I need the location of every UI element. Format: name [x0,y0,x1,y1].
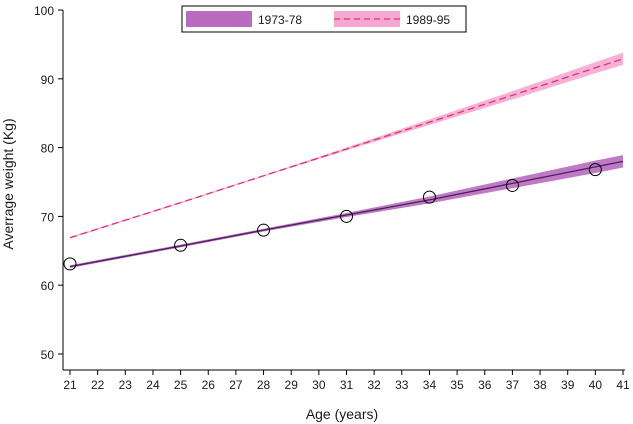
x-tick-label: 23 [119,378,133,392]
x-tick-label: 40 [589,378,603,392]
x-tick-label: 38 [533,378,547,392]
x-tick-label: 21 [63,378,77,392]
observed-point [174,238,188,252]
x-tick-label: 35 [450,378,464,392]
observed-point [63,257,77,271]
legend: 1973-78 1989-95 [181,5,467,33]
x-tick-label: 24 [146,378,160,392]
observed-point [505,178,519,192]
observed-markers [63,163,602,271]
x-axis-label: Age (years) [306,406,378,422]
y-tick-label: 50 [41,348,55,362]
y-axis-label: Averrage weight (Kg) [0,118,16,249]
confidence-bands [70,52,623,268]
x-tick-label: 30 [312,378,326,392]
series-lines [69,58,624,268]
x-tick-label: 32 [367,378,381,392]
x-tick-label: 39 [561,378,575,392]
y-tick-label: 100 [34,4,54,18]
x-tick-label: 29 [285,378,299,392]
x-tick-label: 28 [257,378,271,392]
legend-label-1973-78: 1973-78 [258,13,302,27]
x-tick-label: 41 [616,378,630,392]
legend-label-1989-95: 1989-95 [406,13,450,27]
confidence-band-1973-78 [70,155,623,268]
observed-point [257,223,271,237]
x-tick-label: 34 [423,378,437,392]
series-line-1989-95 [69,58,624,239]
y-tick-label: 60 [41,279,55,293]
x-tick-label: 22 [91,378,105,392]
y-tick-label: 70 [41,210,55,224]
observed-point [422,190,436,204]
x-tick-label: 26 [202,378,216,392]
y-tick-label: 90 [41,73,55,87]
x-tick-label: 36 [478,378,492,392]
legend-swatch-1973-78 [186,11,252,27]
x-axis-ticks: 21 22 23 24 25 26 27 28 29 30 31 32 33 34 35 36 37 38 39 40… [63,370,630,392]
y-tick-label: 80 [41,142,55,156]
x-tick-label: 31 [340,378,354,392]
x-tick-label: 25 [174,378,188,392]
observed-point [340,209,353,223]
x-tick-label: 37 [506,378,520,392]
y-axis-ticks: 50 60 70 80 90 100 [34,4,63,362]
series-line-1973-78 [69,160,624,268]
x-tick-label: 27 [229,378,243,392]
x-tick-label: 33 [395,378,409,392]
observed-point [588,163,602,177]
